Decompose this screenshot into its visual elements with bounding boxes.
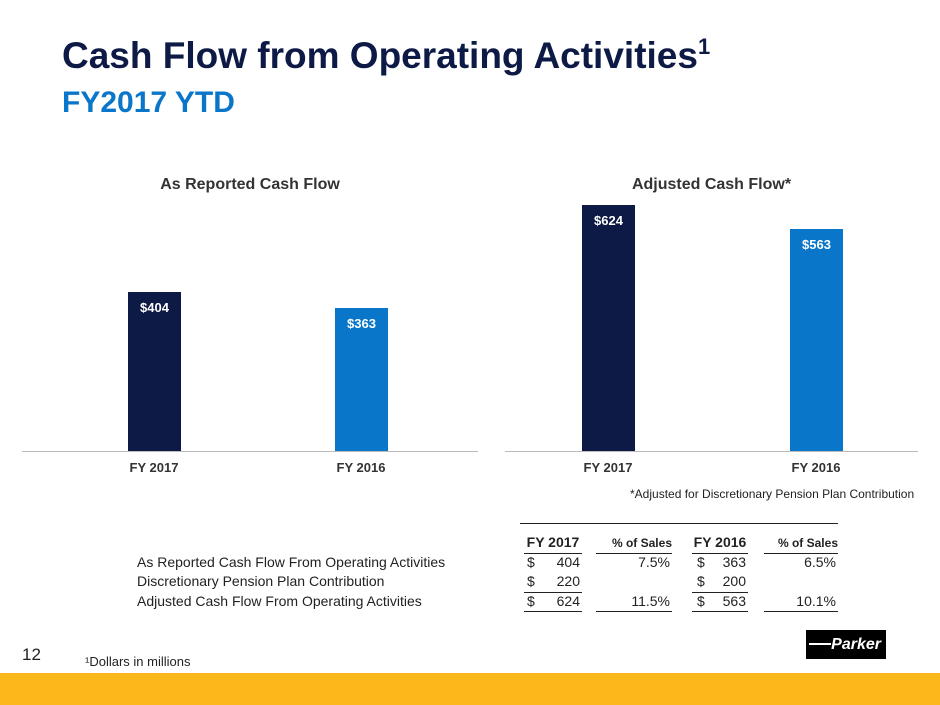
adjustment-note: *Adjusted for Discretionary Pension Plan… <box>630 487 915 501</box>
currency: $ <box>697 593 705 609</box>
footer-band <box>0 673 940 705</box>
x-axis <box>22 451 478 452</box>
currency: $ <box>527 554 535 570</box>
fy2016-pct: 6.5% <box>804 554 836 570</box>
footnote: ¹Dollars in millions <box>85 654 191 669</box>
table-rule <box>692 592 748 593</box>
bar <box>335 307 388 451</box>
bar <box>582 205 635 451</box>
table-rule <box>524 553 582 554</box>
fy2017-value: 220 <box>556 573 580 589</box>
currency: $ <box>697 554 705 570</box>
currency: $ <box>527 573 535 589</box>
page-title: Cash Flow from Operating Activities1 <box>62 34 710 77</box>
table-rule <box>692 611 748 612</box>
title-superscript: 1 <box>697 34 711 59</box>
table-rule <box>764 611 838 612</box>
data-label: $624 <box>594 213 623 228</box>
table-rule <box>524 592 582 593</box>
fy2017-pct: 11.5% <box>631 593 670 609</box>
row-label: Discretionary Pension Plan Contribution <box>137 573 385 589</box>
page-number: 12 <box>22 645 41 664</box>
fy2016-value: 200 <box>722 573 746 589</box>
parker-logo: Parker <box>806 630 886 659</box>
data-label: $404 <box>140 299 169 315</box>
column-header: FY 2016 <box>693 534 747 550</box>
fy2016-value: 363 <box>722 554 746 570</box>
table-rule <box>692 553 748 554</box>
page-subtitle: FY2017 YTD <box>62 86 235 119</box>
column-header: % of Sales <box>777 536 838 550</box>
data-label: $363 <box>347 315 376 331</box>
chart-title: As Reported Cash Flow <box>160 176 340 193</box>
data-label: $563 <box>802 237 831 253</box>
fy2016-pct: 10.1% <box>796 593 836 609</box>
bar <box>790 229 843 451</box>
table-rule <box>596 553 672 554</box>
x-tick-label: FY 2016 <box>791 460 841 475</box>
fy2017-value: 624 <box>556 593 580 609</box>
currency: $ <box>527 593 535 609</box>
table-rule <box>596 611 672 612</box>
fy2017-pct: 7.5% <box>638 554 670 570</box>
row-label: As Reported Cash Flow From Operating Act… <box>137 554 446 570</box>
fy2017-value: 404 <box>556 554 580 570</box>
fy2016-value: 563 <box>722 593 746 609</box>
row-label: Adjusted Cash Flow From Operating Activi… <box>137 593 422 609</box>
x-tick-label: FY 2016 <box>336 460 386 475</box>
title-text: Cash Flow from Operating Activities <box>62 35 698 76</box>
logo-text: Parker <box>831 635 881 653</box>
bar <box>128 291 181 451</box>
column-header: % of Sales <box>611 536 672 550</box>
chart-title: Adjusted Cash Flow* <box>631 176 792 193</box>
table-rule <box>764 553 838 554</box>
table-rule <box>524 611 582 612</box>
currency: $ <box>697 573 705 589</box>
x-tick-label: FY 2017 <box>583 460 633 475</box>
x-axis <box>505 451 918 452</box>
table-rule <box>520 523 838 524</box>
x-tick-label: FY 2017 <box>129 460 179 475</box>
column-header: FY 2017 <box>526 534 580 550</box>
